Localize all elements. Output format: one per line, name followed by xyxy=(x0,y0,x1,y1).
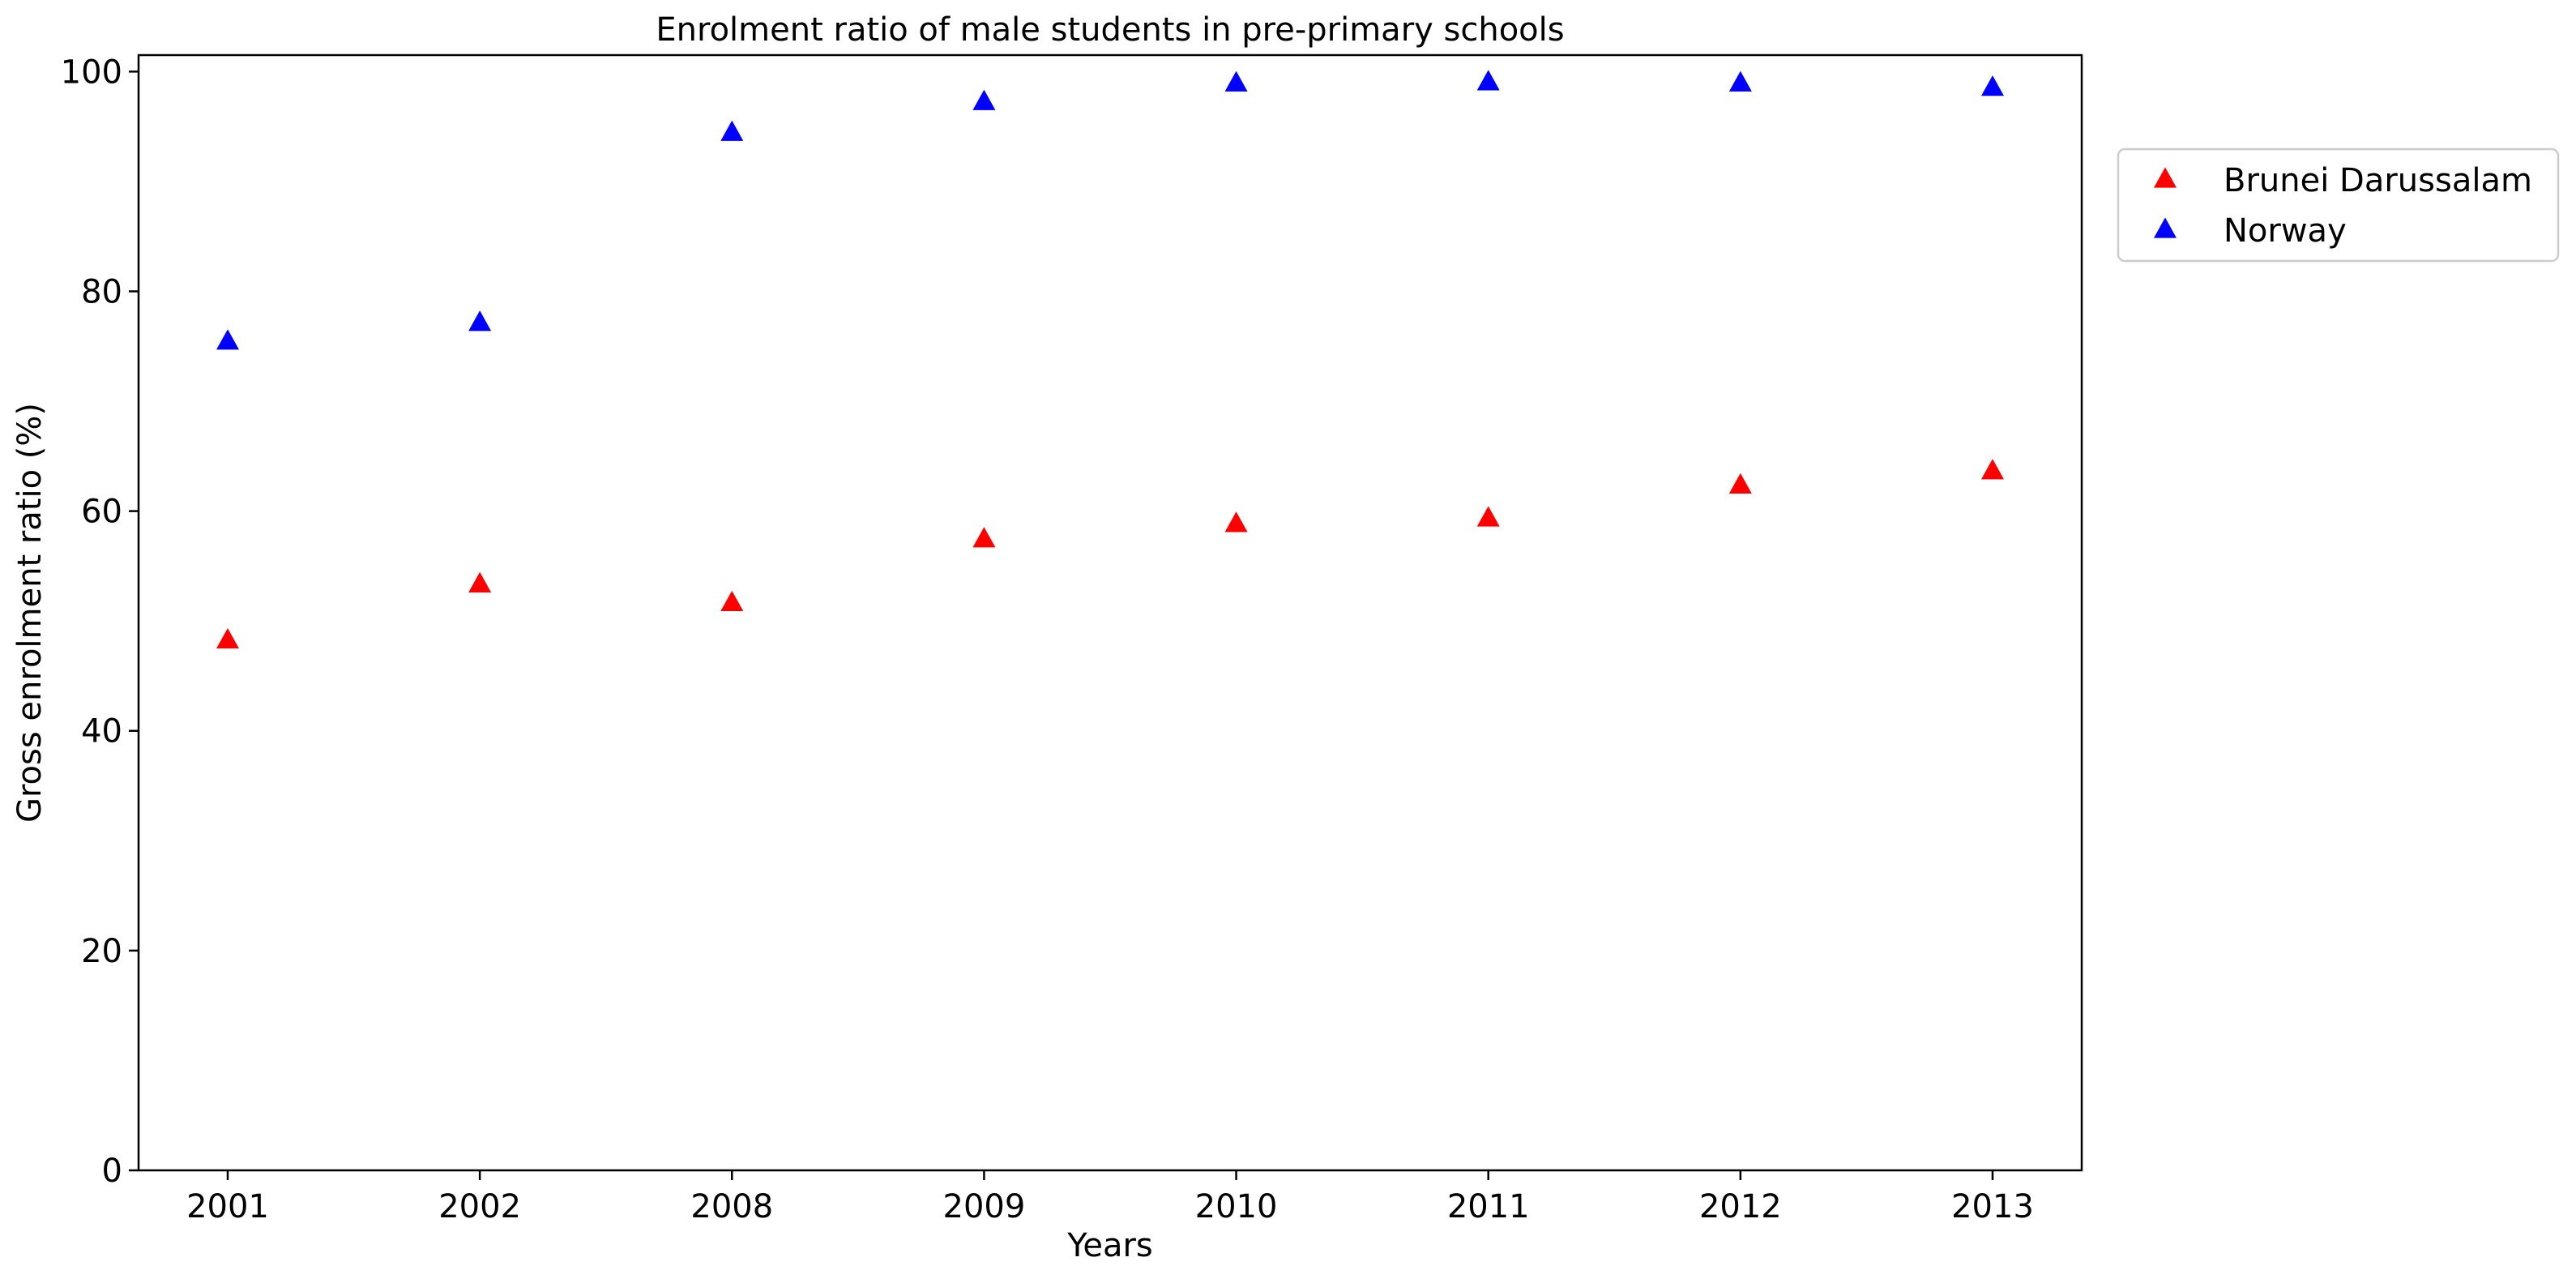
plot-area-frame xyxy=(137,53,2083,1172)
data-point xyxy=(468,571,492,593)
data-points xyxy=(216,70,2004,649)
y-axis-label: Gross enrolment ratio (%) xyxy=(11,403,49,823)
data-point xyxy=(1981,459,2004,480)
data-point xyxy=(720,590,744,612)
legend-box xyxy=(2117,148,2560,263)
legend-marker xyxy=(2154,217,2177,238)
data-point xyxy=(1224,71,1248,92)
chart-title: Enrolment ratio of male students in pre-… xyxy=(656,11,1564,49)
x-tick-label: 2002 xyxy=(438,1188,521,1225)
legend-marker xyxy=(2154,167,2177,188)
series-norway xyxy=(216,70,2004,350)
series-brunei-darussalam xyxy=(216,459,2004,649)
x-tick-label: 2008 xyxy=(690,1188,773,1225)
x-tick-label: 2010 xyxy=(1195,1188,1278,1225)
legend-label: Brunei Darussalam xyxy=(2224,162,2532,199)
x-axis-label: Years xyxy=(1066,1227,1153,1264)
data-point xyxy=(1476,70,1500,91)
data-point xyxy=(1224,511,1248,532)
x-tick-label: 2011 xyxy=(1447,1188,1530,1225)
data-point xyxy=(1728,473,1752,494)
y-axis: 0 20 40 60 80 100 xyxy=(61,53,139,1190)
data-point xyxy=(1981,75,2004,96)
data-point xyxy=(1728,71,1752,92)
y-tick-label: 0 xyxy=(102,1153,122,1190)
x-tick-label: 2009 xyxy=(943,1188,1026,1225)
y-tick-label: 60 xyxy=(81,494,122,531)
x-tick-label: 2013 xyxy=(1951,1188,2034,1225)
data-point xyxy=(720,120,744,141)
x-axis: 2001 2002 2008 2009 2010 2011 2012 2013 xyxy=(186,1170,2034,1225)
legend: Brunei Darussalam Norway xyxy=(2117,148,2560,263)
data-point xyxy=(468,310,492,331)
y-tick-label: 100 xyxy=(61,53,122,91)
data-point xyxy=(216,329,239,350)
y-tick-label: 20 xyxy=(81,933,122,970)
y-tick-label: 40 xyxy=(81,713,122,751)
x-tick-label: 2012 xyxy=(1699,1188,1782,1225)
x-tick-label: 2001 xyxy=(186,1188,269,1225)
data-point xyxy=(216,627,239,649)
data-point xyxy=(972,527,996,548)
y-tick-label: 80 xyxy=(81,273,122,310)
legend-label: Norway xyxy=(2224,212,2347,250)
data-point xyxy=(972,89,996,110)
data-point xyxy=(1476,506,1500,527)
